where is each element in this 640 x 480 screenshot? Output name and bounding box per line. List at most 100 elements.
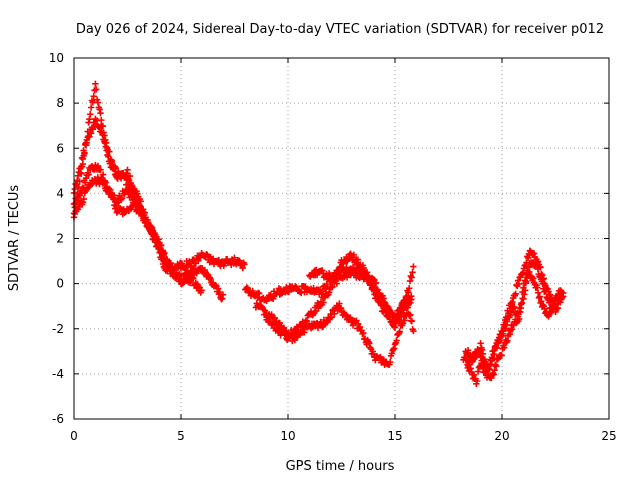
data-point bbox=[167, 266, 175, 274]
data-point bbox=[90, 93, 97, 100]
plot-frame bbox=[73, 57, 610, 420]
data-point bbox=[343, 274, 351, 281]
series-arc-10 bbox=[462, 268, 567, 382]
data-point bbox=[282, 331, 289, 338]
data-point bbox=[190, 275, 197, 282]
x-tick-label: 10 bbox=[280, 429, 295, 443]
data-point bbox=[536, 293, 543, 300]
data-point bbox=[151, 235, 158, 243]
data-point bbox=[78, 163, 85, 170]
data-point bbox=[146, 223, 154, 231]
data-point bbox=[401, 317, 408, 324]
y-tick-label: 2 bbox=[56, 232, 64, 246]
data-point bbox=[473, 377, 481, 385]
data-point bbox=[515, 280, 523, 288]
data-point bbox=[464, 347, 472, 354]
series-arc-11 bbox=[464, 258, 565, 375]
data-point bbox=[83, 139, 91, 146]
data-point bbox=[178, 260, 186, 267]
data-point bbox=[511, 303, 518, 311]
data-point bbox=[495, 339, 502, 347]
data-point bbox=[534, 289, 542, 296]
data-point bbox=[514, 277, 522, 284]
data-point bbox=[96, 106, 103, 113]
data-point bbox=[79, 155, 87, 163]
data-point bbox=[508, 326, 516, 333]
data-point bbox=[512, 290, 519, 298]
data-point bbox=[519, 288, 526, 296]
data-point bbox=[176, 275, 184, 282]
data-point bbox=[518, 300, 525, 307]
data-point bbox=[189, 274, 196, 281]
axis-ticks: 0 5 10 15 20 25 -6 -4 -2 0 2 4 6 8 10 bbox=[49, 51, 617, 443]
y-tick-label: -6 bbox=[52, 412, 64, 426]
data-point bbox=[78, 154, 86, 162]
data-point bbox=[97, 123, 105, 130]
data-point bbox=[402, 304, 410, 312]
data-point bbox=[108, 159, 115, 166]
data-point bbox=[81, 179, 89, 186]
data-point bbox=[131, 193, 138, 201]
data-point bbox=[241, 261, 248, 268]
data-point bbox=[99, 131, 106, 139]
data-point bbox=[156, 249, 163, 256]
data-point bbox=[198, 287, 205, 294]
data-point bbox=[155, 245, 162, 253]
data-point bbox=[539, 301, 547, 309]
data-point bbox=[542, 288, 550, 295]
data-point bbox=[408, 296, 415, 303]
data-point bbox=[328, 313, 335, 321]
data-point bbox=[515, 315, 523, 323]
data-point bbox=[516, 308, 524, 316]
data-point bbox=[545, 299, 553, 306]
data-point bbox=[372, 279, 380, 287]
data-point bbox=[103, 147, 110, 154]
data-point bbox=[92, 80, 99, 87]
data-point bbox=[269, 294, 276, 301]
data-point bbox=[361, 268, 369, 276]
data-point bbox=[94, 162, 102, 170]
data-point bbox=[101, 139, 109, 147]
data-point bbox=[193, 270, 200, 277]
chart-title: Day 026 of 2024, Sidereal Day-to-day VTE… bbox=[76, 22, 604, 37]
data-point bbox=[275, 324, 283, 332]
data-point bbox=[405, 285, 413, 292]
data-point bbox=[390, 323, 398, 330]
data-point bbox=[507, 311, 514, 319]
data-point bbox=[214, 285, 222, 292]
data-point bbox=[479, 350, 487, 358]
data-point bbox=[385, 311, 393, 319]
data-point bbox=[410, 263, 417, 270]
y-tick-label: 8 bbox=[56, 96, 64, 110]
data-point bbox=[89, 125, 97, 133]
data-point bbox=[99, 171, 107, 178]
data-point bbox=[74, 177, 81, 184]
data-point bbox=[165, 261, 172, 268]
data-point bbox=[204, 270, 211, 278]
data-point bbox=[390, 346, 397, 353]
data-point bbox=[87, 130, 95, 137]
data-point bbox=[317, 318, 324, 326]
data-point bbox=[535, 294, 543, 301]
data-point bbox=[408, 274, 415, 281]
data-point bbox=[110, 194, 117, 201]
x-tick-label: 25 bbox=[601, 429, 616, 443]
data-point bbox=[271, 319, 279, 327]
data-point bbox=[249, 287, 256, 295]
data-point bbox=[101, 179, 108, 186]
data-point bbox=[336, 263, 344, 271]
data-point bbox=[80, 195, 88, 203]
data-point bbox=[347, 314, 354, 321]
data-point bbox=[366, 274, 373, 282]
data-point bbox=[325, 289, 333, 296]
data-point bbox=[124, 166, 131, 174]
data-point bbox=[494, 355, 501, 363]
data-point bbox=[356, 265, 364, 272]
data-point bbox=[557, 296, 565, 303]
data-point bbox=[391, 324, 399, 331]
series-arc-7 bbox=[263, 300, 417, 368]
data-point bbox=[201, 266, 209, 274]
series-arc-2 bbox=[70, 115, 227, 303]
data-point bbox=[498, 352, 505, 359]
data-point bbox=[94, 99, 102, 106]
